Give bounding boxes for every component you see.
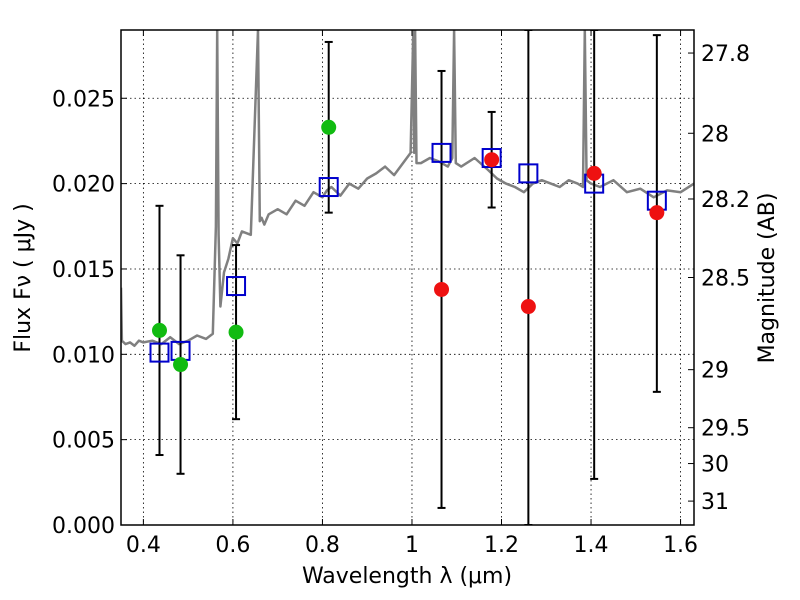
model-square [518,163,539,184]
y-tick-label: 0.010 [52,343,115,368]
y2-tick-label: 30 [701,453,729,478]
green-point [321,119,337,135]
y-tick-label: 0.015 [52,258,115,283]
model-square [149,342,170,363]
y2-tick-label: 31 [701,490,729,515]
green-point [173,357,189,373]
y-tick-label: 0.000 [52,514,115,539]
y2-tick-label: 28.5 [701,267,750,292]
x-tick-label: 1 [405,533,419,558]
red-point [434,281,450,297]
y2-tick-label: 28.2 [701,188,750,213]
x-tick-label: 0.4 [126,533,161,558]
y-tick-label: 0.025 [52,87,115,112]
y-tick-label: 0.020 [52,173,115,198]
x-tick-label: 0.6 [215,533,250,558]
x-axis-label: Wavelength λ (μm) [302,564,512,589]
plot-frame [120,29,695,526]
green-point [228,324,244,340]
grid-lines [121,30,694,526]
y2-tick-label: 27.8 [701,42,750,67]
axis-ticks: 0.4 0.6 0.8 1 1.2 1.4 1.6 0.000 0.005 0.010 0.015 0… [52,30,750,558]
y2-tick-label: 29 [701,359,729,384]
red-point [520,299,536,315]
x-tick-label: 1.4 [574,533,609,558]
x-tick-label: 0.8 [305,533,340,558]
model-square [431,142,452,163]
plot-area [121,30,694,525]
y-axis-label: Flux Fν ( μJy ) [11,203,36,352]
green-point [151,322,167,338]
y-tick-label: 0.005 [52,429,115,454]
red-point [586,165,602,181]
spectrum-line [121,30,694,348]
model-square [226,276,247,297]
red-point [649,205,665,221]
x-tick-label: 1.6 [663,533,698,558]
x-tick-label: 1.2 [484,533,519,558]
y2-tick-label: 29.5 [701,417,750,442]
model-square [318,177,339,198]
red-point [484,152,500,168]
y2-axis-label: Magnitude (AB) [755,193,780,364]
y2-tick-label: 28 [701,122,729,147]
